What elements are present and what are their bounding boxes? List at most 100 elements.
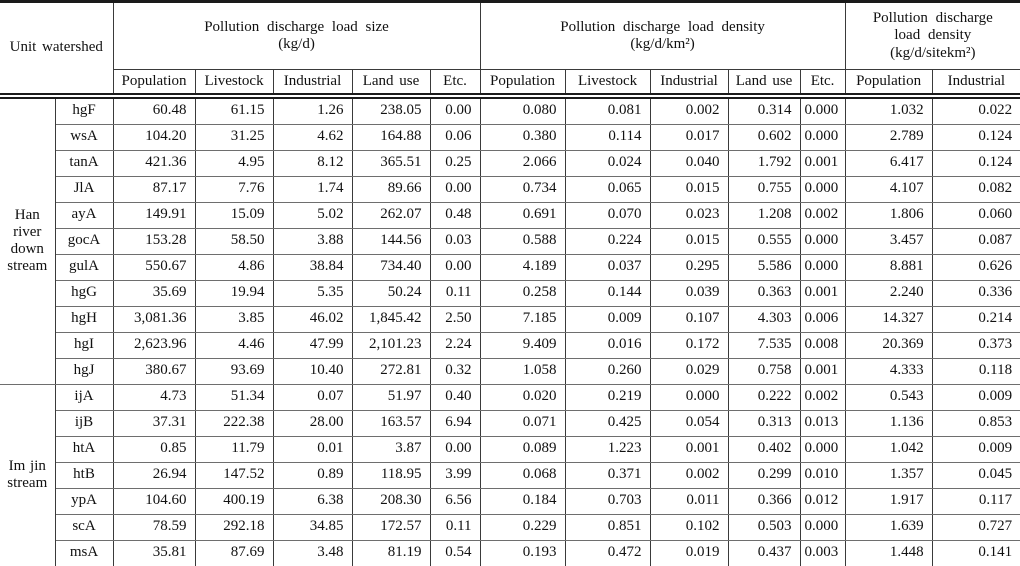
value-cell: 0.070 (564, 202, 651, 229)
value-cell: 1.042 (844, 436, 933, 463)
value-cell: 2,623.96 (112, 332, 196, 359)
value-cell: 9.409 (479, 332, 566, 359)
value-cell: 0.472 (564, 540, 651, 566)
value-cell: 0.082 (931, 176, 1020, 203)
watershed-code: JlA (55, 176, 114, 203)
value-cell: 0.373 (931, 332, 1020, 359)
section-header-site-density: Pollution discharge load density (kg/d/s… (844, 1, 1020, 70)
value-cell: 78.59 (112, 514, 196, 541)
value-cell: 0.009 (931, 436, 1020, 463)
col-header-density-livestock: Livestock (564, 69, 651, 99)
header-row-sections: Unit watershed Pollution discharge load … (0, 1, 1020, 99)
value-cell: 0.402 (727, 436, 801, 463)
value-cell: 35.81 (112, 540, 196, 566)
value-cell: 60.48 (112, 95, 196, 125)
value-cell: 0.01 (272, 436, 353, 463)
value-cell: 0.214 (931, 306, 1020, 333)
value-cell: 0.009 (564, 306, 651, 333)
value-cell: 0.023 (649, 202, 729, 229)
col-header-density-population: Population (479, 69, 566, 99)
value-cell: 3.88 (272, 228, 353, 255)
value-cell: 0.001 (649, 436, 729, 463)
value-cell: 0.010 (799, 462, 846, 489)
value-cell: 4.333 (844, 358, 933, 385)
value-cell: 38.84 (272, 254, 353, 281)
value-cell: 0.080 (479, 95, 566, 125)
value-cell: 2.50 (429, 306, 481, 333)
value-cell: 2.066 (479, 150, 566, 177)
value-cell: 0.022 (931, 95, 1020, 125)
value-cell: 1.032 (844, 95, 933, 125)
value-cell: 1,845.42 (351, 306, 431, 333)
value-cell: 0.602 (727, 124, 801, 151)
value-cell: 0.000 (799, 124, 846, 151)
value-cell: 0.029 (649, 358, 729, 385)
value-cell: 0.124 (931, 124, 1020, 151)
value-cell: 380.67 (112, 358, 196, 385)
value-cell: 0.734 (479, 176, 566, 203)
watershed-code: ijA (54, 384, 114, 411)
value-cell: 81.19 (351, 540, 431, 566)
value-cell: 0.020 (479, 384, 566, 411)
value-cell: 0.00 (429, 436, 481, 463)
value-cell: 0.039 (649, 280, 729, 307)
value-cell: 0.314 (727, 95, 801, 125)
value-cell: 0.001 (799, 150, 846, 177)
watershed-code: hgJ (55, 358, 114, 385)
value-cell: 734.40 (351, 254, 431, 281)
value-cell: 15.09 (194, 202, 274, 229)
value-cell: 87.17 (112, 176, 196, 203)
table-row: gocA 153.28 58.50 3.88 144.56 0.03 0.588 0.224 0… (0, 228, 1020, 255)
watershed-code: hgF (54, 95, 114, 125)
value-cell: 0.299 (727, 462, 801, 489)
value-cell: 14.327 (844, 306, 933, 333)
table-row: hgH 3,081.36 3.85 46.02 1,845.42 2.50 7.185 0.0… (0, 306, 1020, 333)
value-cell: 0.016 (564, 332, 651, 359)
table-row: wsA 104.20 31.25 4.62 164.88 0.06 0.380 0.114 0.… (0, 124, 1020, 151)
value-cell: 5.02 (272, 202, 353, 229)
value-cell: 0.00 (429, 95, 481, 125)
table-row: tanA 421.36 4.95 8.12 365.51 0.25 2.066 0.024 0.… (0, 150, 1020, 177)
value-cell: 2.24 (429, 332, 481, 359)
value-cell: 0.001 (799, 280, 846, 307)
value-cell: 61.15 (194, 95, 274, 125)
table-row: Han river down stream hgF 60.48 61.15 1.26 23… (0, 95, 1020, 385)
value-cell: 1.357 (844, 462, 933, 489)
value-cell: 0.118 (931, 358, 1020, 385)
value-cell: 19.94 (194, 280, 274, 307)
value-cell: 20.369 (844, 332, 933, 359)
value-cell: 0.219 (564, 384, 651, 411)
value-cell: 1.917 (844, 488, 933, 515)
col-header-size-landuse: Land use (351, 69, 431, 99)
value-cell: 0.727 (931, 514, 1020, 541)
value-cell: 0.503 (727, 514, 801, 541)
value-cell: 1.136 (844, 410, 933, 437)
value-cell: 93.69 (194, 358, 274, 385)
value-cell: 50.24 (351, 280, 431, 307)
value-cell: 0.002 (649, 95, 729, 125)
value-cell: 0.002 (799, 384, 846, 411)
value-cell: 0.017 (649, 124, 729, 151)
value-cell: 104.20 (112, 124, 196, 151)
watershed-code: ypA (55, 488, 114, 515)
value-cell: 0.024 (564, 150, 651, 177)
value-cell: 3.85 (194, 306, 274, 333)
value-cell: 0.11 (429, 280, 481, 307)
value-cell: 0.543 (844, 384, 933, 411)
value-cell: 0.00 (429, 176, 481, 203)
value-cell: 0.068 (479, 462, 566, 489)
value-cell: 0.003 (799, 540, 846, 566)
watershed-code: hgH (55, 306, 114, 333)
value-cell: 0.184 (479, 488, 566, 515)
value-cell: 0.040 (649, 150, 729, 177)
value-cell: 1.639 (844, 514, 933, 541)
value-cell: 7.185 (479, 306, 566, 333)
value-cell: 0.258 (479, 280, 566, 307)
value-cell: 0.117 (931, 488, 1020, 515)
value-cell: 8.881 (844, 254, 933, 281)
value-cell: 0.588 (479, 228, 566, 255)
value-cell: 1.448 (844, 540, 933, 566)
value-cell: 6.94 (429, 410, 481, 437)
col-header-size-industrial: Industrial (272, 69, 353, 99)
value-cell: 46.02 (272, 306, 353, 333)
